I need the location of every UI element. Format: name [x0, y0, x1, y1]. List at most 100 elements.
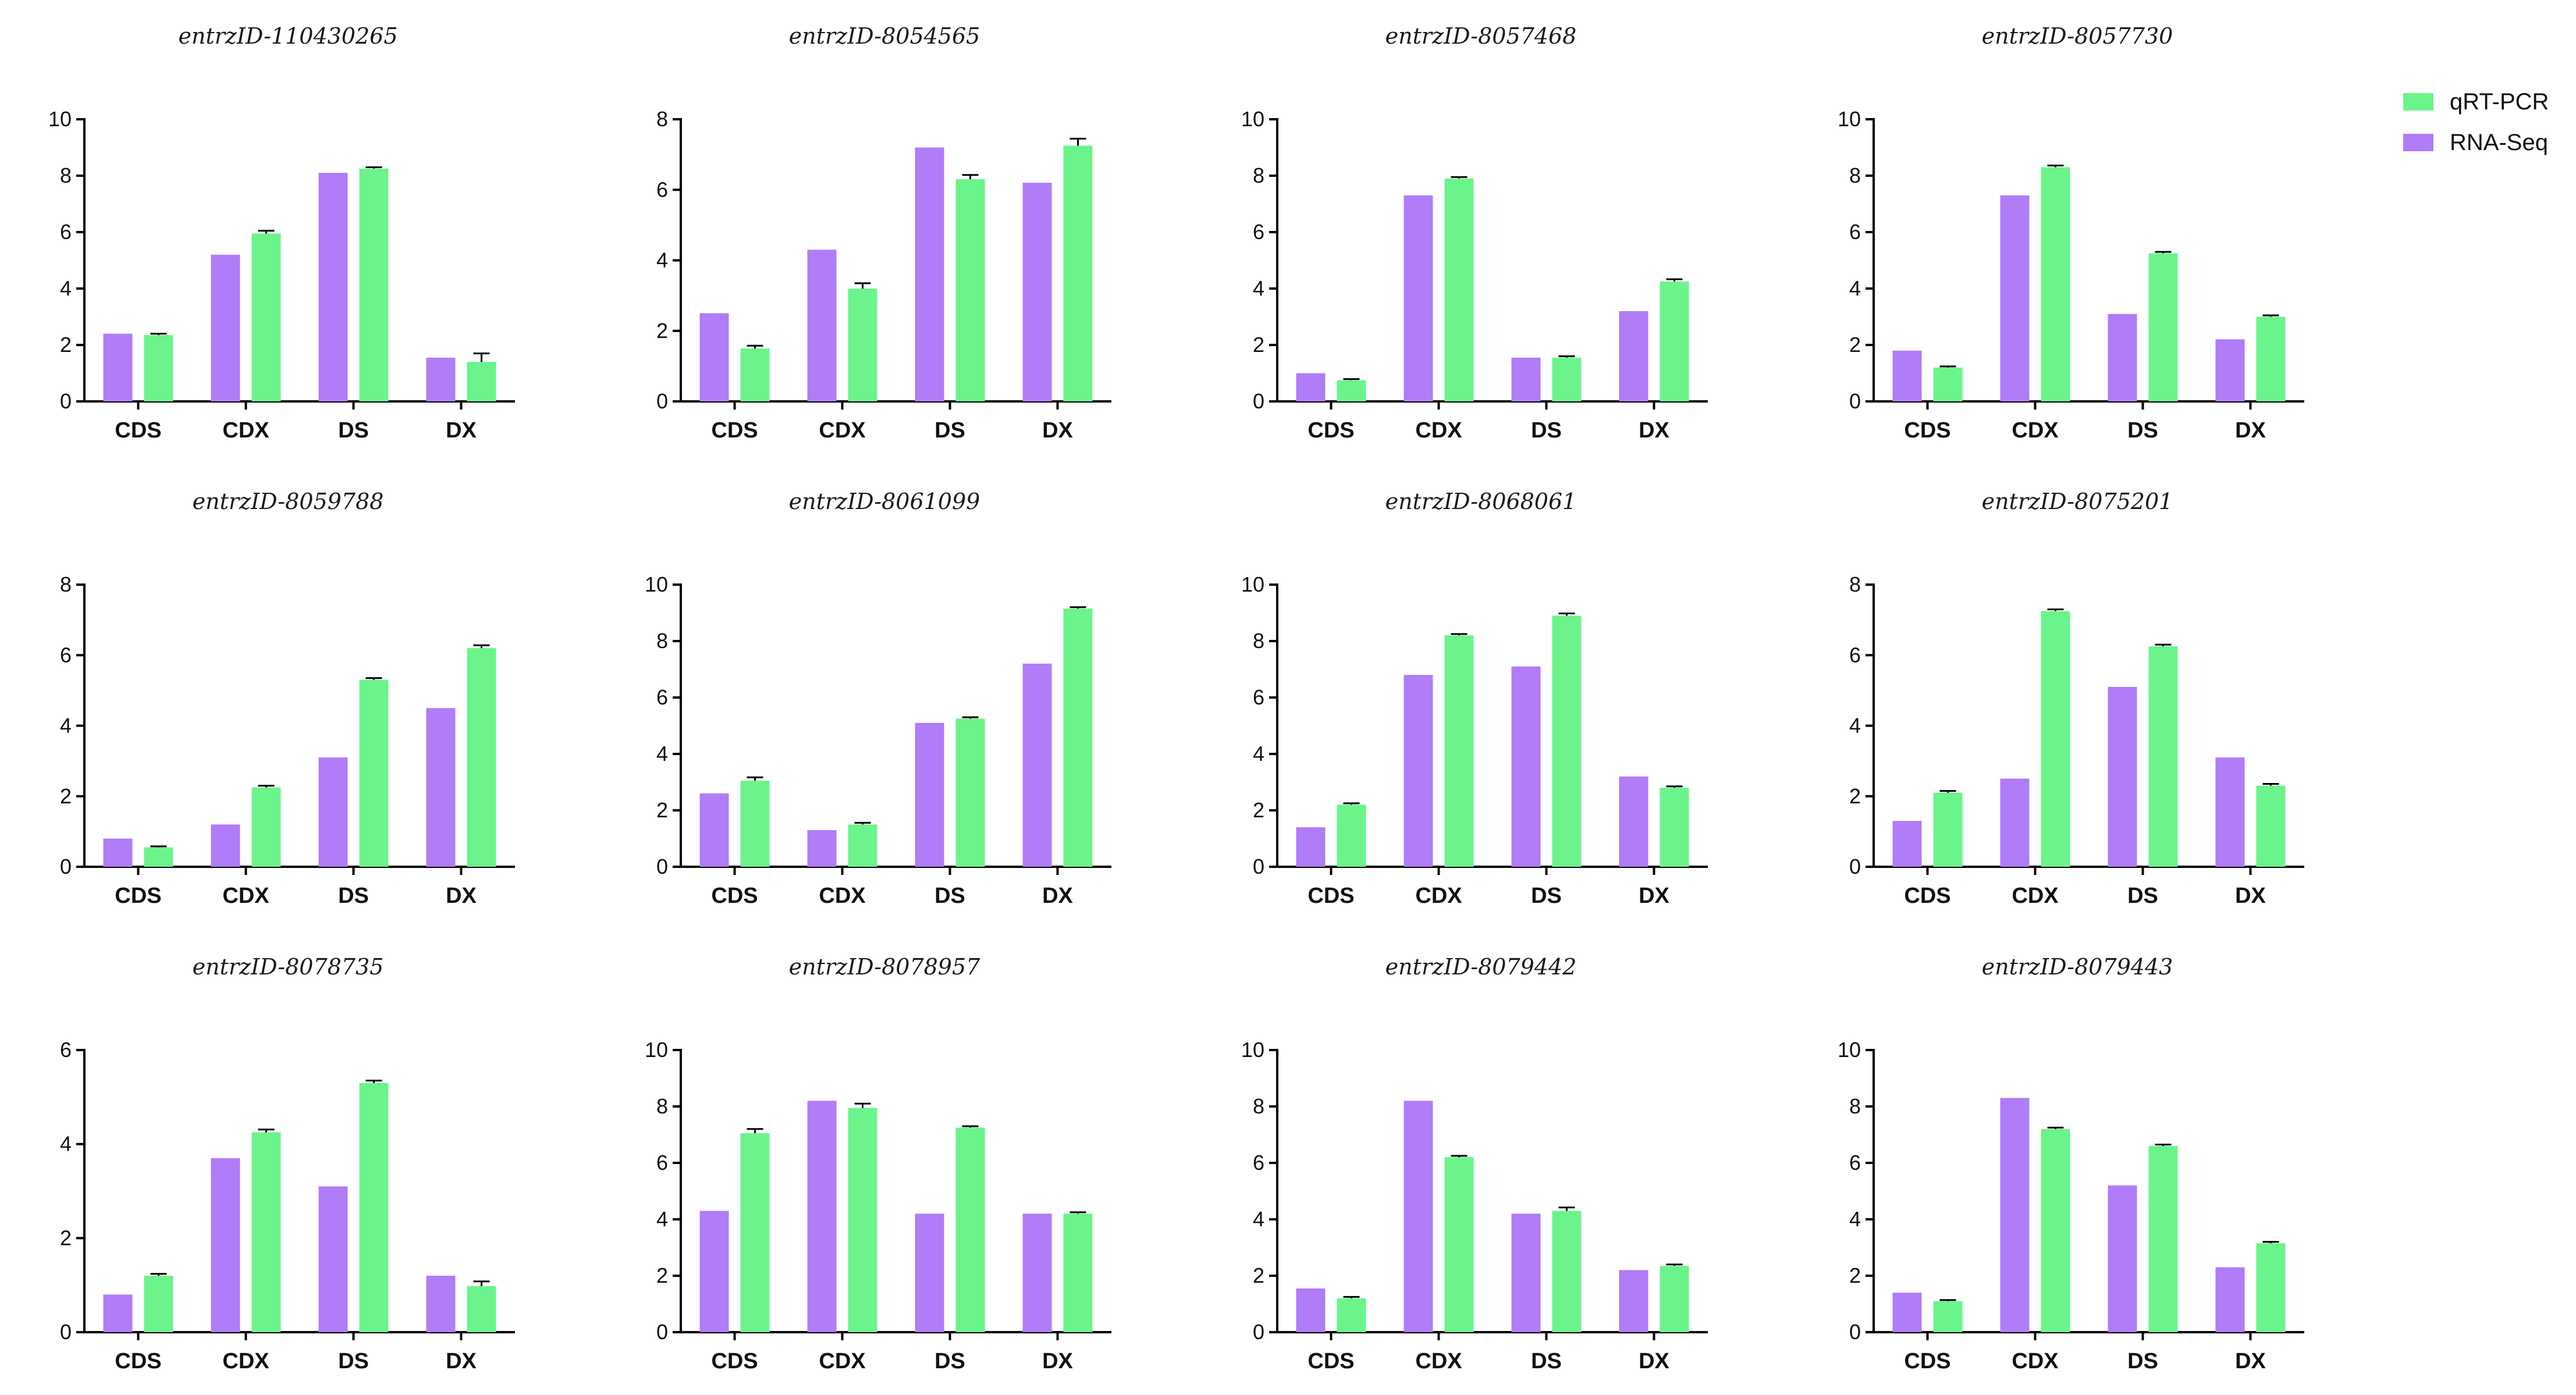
x-tick-label: CDS — [115, 884, 161, 908]
y-tick-label: 10 — [1241, 572, 1264, 596]
bar-qrt-pcr — [1063, 145, 1093, 401]
chart-title: entrzID-8078735 — [193, 954, 384, 980]
y-tick-label: 8 — [1849, 572, 1861, 596]
x-tick-label: DS — [935, 884, 965, 908]
x-tick-label: CDX — [1415, 418, 1462, 443]
y-tick-label: 6 — [1253, 1151, 1264, 1175]
y-tick-label: 4 — [60, 276, 72, 300]
bar-rna-seq — [2215, 757, 2245, 867]
chart-panel: entrzID-110430265 0 2 4 6 8 10 CDS CDX DS DX — [48, 23, 515, 443]
bar-qrt-pcr — [144, 847, 173, 867]
x-tick-label: CDS — [711, 884, 758, 908]
y-tick-label: 6 — [656, 685, 668, 709]
x-tick-label: DS — [2127, 884, 2158, 908]
x-tick-label: DX — [1042, 418, 1073, 443]
bar-rna-seq — [807, 250, 837, 401]
bar-rna-seq — [211, 1158, 240, 1332]
y-tick-label: 10 — [645, 572, 668, 596]
bar-rna-seq — [1892, 350, 1922, 401]
y-tick-label: 4 — [656, 1207, 668, 1231]
x-tick-label: DX — [1639, 418, 1669, 443]
y-tick-label: 4 — [1849, 276, 1861, 300]
chart-panel: entrzID-8079443 0 2 4 6 8 10 CDS CDX DS DX — [1838, 954, 2304, 1373]
x-tick-label: CDX — [1415, 1349, 1462, 1373]
chart-panel: entrzID-8078735 0 2 4 6 CDS CDX DS DX — [60, 954, 515, 1373]
bar-qrt-pcr — [1552, 615, 1582, 867]
bar-qrt-pcr — [1444, 1157, 1474, 1332]
x-tick-label: CDX — [222, 1349, 269, 1373]
y-tick-label: 0 — [656, 1320, 668, 1344]
y-tick-label: 6 — [60, 220, 72, 244]
bar-qrt-pcr — [2148, 253, 2178, 401]
chart-title: entrzID-8068061 — [1385, 489, 1577, 514]
bar-qrt-pcr — [467, 648, 496, 867]
bar-qrt-pcr — [848, 1108, 877, 1332]
bar-qrt-pcr — [2256, 1243, 2286, 1332]
bar-qrt-pcr — [1660, 788, 1689, 867]
bar-rna-seq — [699, 793, 729, 867]
x-tick-label: CDS — [115, 418, 161, 443]
y-tick-label: 0 — [1253, 855, 1264, 878]
bar-qrt-pcr — [144, 1276, 173, 1332]
bar-qrt-pcr — [1933, 1301, 1963, 1332]
bar-rna-seq — [699, 1211, 729, 1332]
x-tick-label: DS — [338, 884, 369, 908]
bar-qrt-pcr — [251, 1132, 281, 1332]
y-tick-label: 10 — [1241, 107, 1264, 131]
y-tick-label: 2 — [60, 333, 72, 357]
bar-rna-seq — [426, 708, 456, 867]
bar-rna-seq — [426, 357, 456, 401]
bar-rna-seq — [211, 254, 240, 401]
y-tick-label: 2 — [656, 319, 668, 343]
bar-rna-seq — [2108, 1185, 2137, 1332]
bar-rna-seq — [915, 1213, 944, 1332]
bar-rna-seq — [1619, 776, 1648, 867]
y-tick-label: 6 — [1849, 643, 1861, 667]
y-tick-label: 2 — [60, 784, 72, 808]
chart-title: entrzID-8079443 — [1982, 954, 2173, 980]
y-tick-label: 0 — [1849, 1320, 1861, 1344]
chart-panel: entrzID-8054565 0 2 4 6 8 CDS CDX DS DX — [656, 23, 1111, 443]
bar-rna-seq — [1511, 357, 1541, 401]
bar-rna-seq — [2000, 195, 2030, 401]
legend-label-rna-seq: RNA-Seq — [2450, 130, 2548, 155]
y-tick-label: 8 — [656, 107, 668, 131]
x-tick-label: DX — [2235, 418, 2266, 443]
y-tick-label: 2 — [656, 1264, 668, 1287]
x-tick-label: DS — [338, 1349, 369, 1373]
bar-rna-seq — [1404, 675, 1433, 867]
x-tick-label: DS — [935, 1349, 965, 1373]
x-tick-label: DX — [2235, 1349, 2266, 1373]
x-tick-label: CDX — [222, 418, 269, 443]
bar-qrt-pcr — [848, 824, 877, 867]
bar-rna-seq — [211, 824, 240, 867]
x-tick-label: CDS — [1904, 1349, 1950, 1373]
y-tick-label: 4 — [656, 248, 668, 272]
y-tick-label: 6 — [1849, 1151, 1861, 1175]
chart-panel: entrzID-8078957 0 2 4 6 8 10 CDS CDX DS DX — [645, 954, 1111, 1373]
x-tick-label: DS — [2127, 1349, 2158, 1373]
y-tick-label: 2 — [1253, 333, 1264, 357]
legend-swatch-qrt-pcr — [2403, 93, 2433, 111]
x-tick-label: DX — [446, 1349, 477, 1373]
bar-qrt-pcr — [1660, 281, 1689, 401]
bar-rna-seq — [915, 147, 944, 401]
bar-qrt-pcr — [955, 1127, 985, 1332]
bar-rna-seq — [1619, 311, 1648, 401]
bar-qrt-pcr — [1552, 357, 1582, 401]
bar-rna-seq — [426, 1276, 456, 1332]
x-tick-label: DS — [1531, 418, 1562, 443]
x-tick-label: CDX — [819, 418, 866, 443]
y-tick-label: 6 — [1849, 220, 1861, 244]
x-tick-label: DX — [1639, 884, 1669, 908]
bar-rna-seq — [1511, 666, 1541, 867]
x-tick-label: CDS — [1307, 1349, 1354, 1373]
bar-rna-seq — [1892, 1293, 1922, 1332]
x-tick-label: CDS — [1904, 884, 1950, 908]
y-tick-label: 8 — [1253, 163, 1264, 187]
bar-rna-seq — [1511, 1213, 1541, 1332]
x-tick-label: DX — [2235, 884, 2266, 908]
y-tick-label: 2 — [60, 1226, 72, 1250]
y-tick-label: 0 — [1253, 389, 1264, 413]
bar-qrt-pcr — [848, 289, 877, 401]
